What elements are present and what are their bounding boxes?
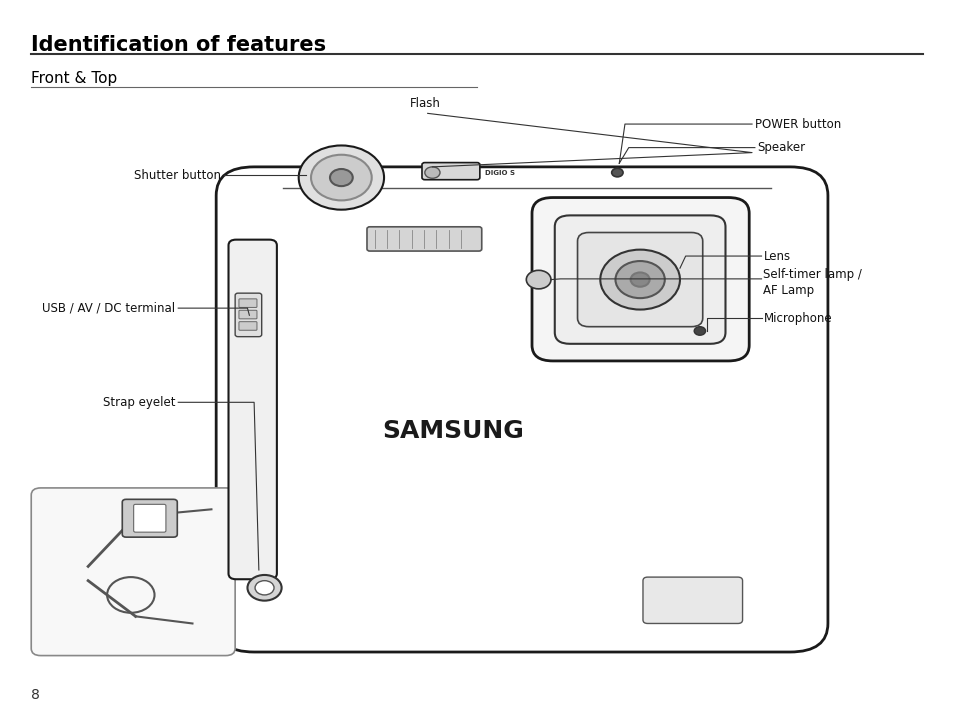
Text: Shutter button: Shutter button — [133, 169, 221, 182]
Circle shape — [615, 261, 664, 298]
Text: Microphone: Microphone — [762, 311, 831, 324]
FancyBboxPatch shape — [238, 311, 256, 319]
FancyBboxPatch shape — [216, 167, 827, 652]
Text: Identification of features: Identification of features — [31, 35, 326, 55]
Text: Lens: Lens — [762, 249, 790, 262]
Text: USB / AV / DC terminal: USB / AV / DC terminal — [42, 302, 175, 315]
Circle shape — [247, 575, 281, 600]
Circle shape — [630, 273, 649, 287]
Circle shape — [526, 270, 551, 289]
Text: Speaker: Speaker — [756, 141, 804, 154]
FancyBboxPatch shape — [31, 488, 234, 656]
Text: SAMSUNG: SAMSUNG — [382, 419, 524, 443]
Text: Self-timer lamp /: Self-timer lamp / — [762, 268, 862, 281]
Circle shape — [694, 326, 705, 335]
FancyBboxPatch shape — [555, 216, 724, 344]
Text: DIGIO S: DIGIO S — [484, 170, 514, 175]
Text: Strap eyelet: Strap eyelet — [103, 395, 175, 409]
FancyBboxPatch shape — [642, 577, 741, 623]
FancyBboxPatch shape — [238, 321, 256, 330]
Circle shape — [599, 249, 679, 310]
FancyBboxPatch shape — [238, 299, 256, 308]
Text: Flash: Flash — [409, 97, 440, 110]
Text: Front & Top: Front & Top — [31, 70, 117, 86]
FancyBboxPatch shape — [532, 198, 748, 361]
FancyBboxPatch shape — [577, 232, 702, 326]
Circle shape — [254, 581, 274, 595]
Circle shape — [311, 155, 372, 201]
Circle shape — [611, 168, 622, 177]
FancyBboxPatch shape — [421, 162, 479, 180]
FancyBboxPatch shape — [229, 239, 276, 580]
Text: 8: 8 — [31, 688, 40, 702]
Text: AF Lamp: AF Lamp — [762, 284, 814, 297]
FancyBboxPatch shape — [122, 499, 177, 537]
FancyBboxPatch shape — [234, 293, 261, 336]
Circle shape — [424, 167, 439, 178]
FancyBboxPatch shape — [367, 226, 481, 251]
Circle shape — [330, 169, 353, 186]
Text: POWER button: POWER button — [754, 118, 841, 131]
Circle shape — [298, 145, 384, 210]
FancyBboxPatch shape — [133, 504, 166, 532]
